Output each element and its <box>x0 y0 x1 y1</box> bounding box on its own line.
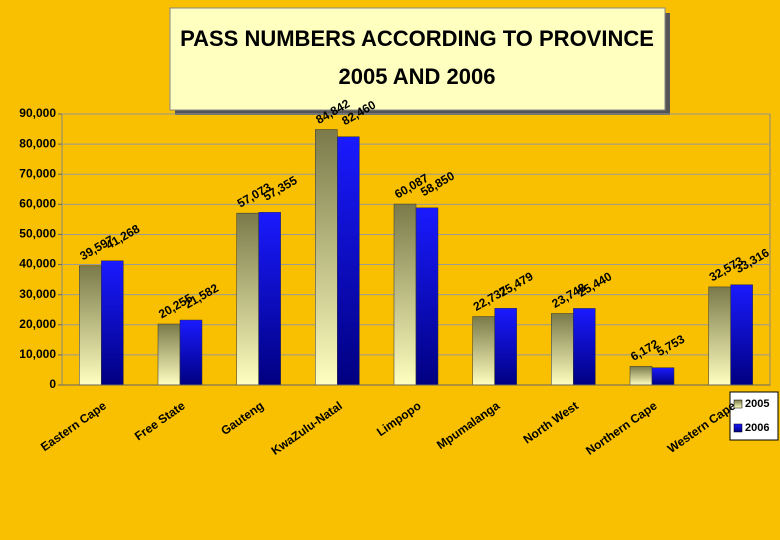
x-tick-label: North West <box>521 399 581 447</box>
bar <box>79 265 102 386</box>
bar <box>730 284 753 386</box>
bar <box>573 308 596 386</box>
bar <box>258 212 281 386</box>
y-tick-label: 10,000 <box>19 347 56 361</box>
y-tick-label: 40,000 <box>19 257 56 271</box>
x-tick-label: Eastern Cape <box>38 398 109 454</box>
x-tick-label: Northern Cape <box>583 398 660 457</box>
y-tick-label: 70,000 <box>19 166 56 180</box>
legend-label: 2005 <box>745 398 769 410</box>
chart-title: PASS NUMBERS ACCORDING TO PROVINCE <box>180 26 654 51</box>
bar <box>315 129 338 386</box>
y-tick-label: 0 <box>49 377 56 391</box>
x-tick-label: Mpumalanga <box>434 398 502 452</box>
bar <box>551 313 574 386</box>
x-tick-label: KwaZulu-Natal <box>269 399 345 458</box>
y-tick-label: 80,000 <box>19 136 56 150</box>
legend-label: 2006 <box>745 422 769 434</box>
x-tick-label: Western Cape <box>665 398 739 455</box>
bar <box>393 203 417 386</box>
bar <box>179 319 203 386</box>
bar <box>472 316 495 386</box>
bar <box>629 366 653 386</box>
y-tick-label: 20,000 <box>19 317 56 331</box>
chart-subtitle: 2005 AND 2006 <box>339 64 496 89</box>
y-tick-label: 30,000 <box>19 287 56 301</box>
title-box <box>169 7 666 111</box>
bar <box>494 308 517 386</box>
legend-swatch <box>733 399 743 409</box>
bar <box>157 323 181 386</box>
y-tick-label: 50,000 <box>19 227 56 241</box>
bar <box>101 260 124 386</box>
bar <box>651 367 675 386</box>
y-tick-label: 90,000 <box>19 106 56 120</box>
bar <box>415 207 439 386</box>
x-tick-label: Limpopo <box>374 399 424 440</box>
bar <box>236 212 259 386</box>
legend-swatch <box>733 423 743 433</box>
bar <box>337 136 360 386</box>
x-tick-label: Free State <box>132 398 188 443</box>
y-tick-label: 60,000 <box>19 197 56 211</box>
x-tick-label: Gauteng <box>218 399 266 438</box>
bar <box>708 286 731 386</box>
